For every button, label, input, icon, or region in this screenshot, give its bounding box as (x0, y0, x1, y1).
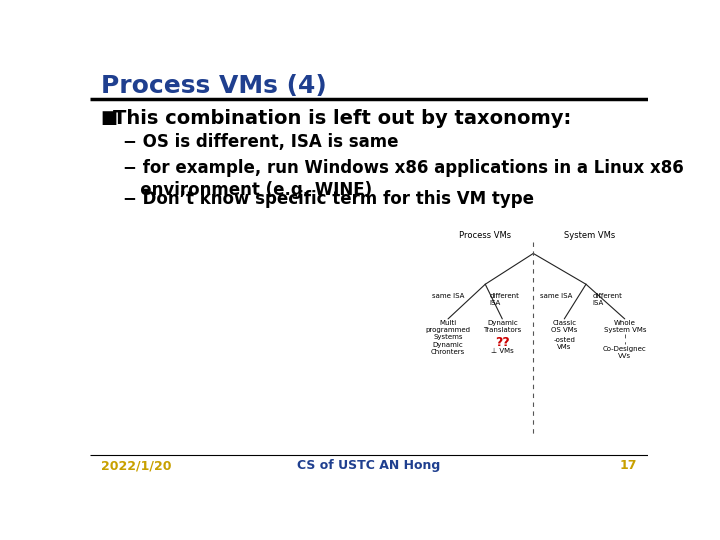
Text: Classic
OS VMs: Classic OS VMs (551, 320, 577, 333)
Text: same ISA: same ISA (432, 294, 464, 300)
Text: Dynamic
Translators: Dynamic Translators (483, 320, 521, 333)
Text: − Don’t know specific term for this VM type: − Don’t know specific term for this VM t… (122, 190, 534, 207)
Text: 2022/1/20: 2022/1/20 (101, 459, 171, 472)
Text: This combination is left out by taxonomy:: This combination is left out by taxonomy… (113, 110, 572, 129)
Text: Whole
System VMs: Whole System VMs (603, 320, 646, 333)
Text: − OS is different, ISA is same: − OS is different, ISA is same (122, 132, 398, 151)
Text: ??: ?? (495, 336, 510, 349)
Text: Co-Designec
VVs: Co-Designec VVs (603, 346, 647, 359)
Text: System VMs: System VMs (564, 231, 616, 240)
Text: Process VMs: Process VMs (459, 231, 511, 240)
Text: different
ISA: different ISA (489, 294, 519, 307)
Text: Dynamic
Chronters: Dynamic Chronters (431, 342, 465, 355)
Text: 17: 17 (620, 459, 637, 472)
Text: − for example, run Windows x86 applications in a Linux x86
   environment (e.g. : − for example, run Windows x86 applicati… (122, 159, 683, 199)
Text: ■: ■ (101, 110, 118, 127)
Text: different
ISA: different ISA (593, 294, 622, 307)
Text: CS of USTC AN Hong: CS of USTC AN Hong (297, 459, 441, 472)
Text: Multi
programmed
Systems: Multi programmed Systems (426, 320, 471, 340)
Text: same ISA: same ISA (540, 294, 572, 300)
Text: ⊥ VMs: ⊥ VMs (491, 348, 513, 354)
Text: -osted
VMs: -osted VMs (554, 338, 575, 350)
Text: Process VMs (4): Process VMs (4) (101, 74, 327, 98)
